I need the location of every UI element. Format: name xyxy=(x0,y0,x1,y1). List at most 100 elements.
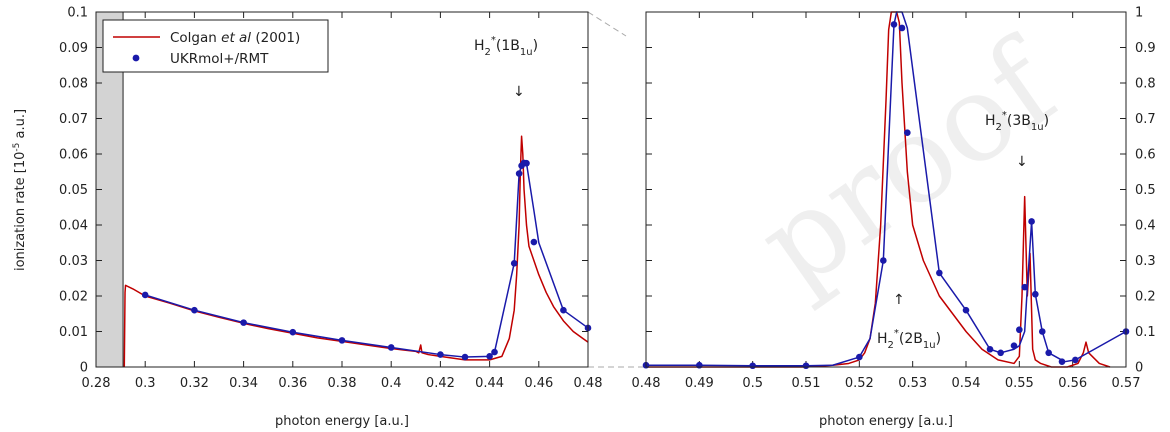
y-tick-label-right-0: 0 xyxy=(1135,361,1143,376)
y-tick-label-left-1: 0.01 xyxy=(59,325,88,340)
series-marker-right-1-1 xyxy=(696,361,703,369)
x-axis-label-left: photon energy [a.u.] xyxy=(275,414,409,429)
annotation-1b1u: H2*(1B1u) xyxy=(474,35,538,58)
y-tick-label-left-10: 0.1 xyxy=(67,6,88,21)
x-tick-label-left-0: 0.28 xyxy=(82,376,111,391)
y-tick-label-right-8: 0.8 xyxy=(1135,77,1156,92)
y-tick-label-left-9: 0.09 xyxy=(59,41,88,56)
series-marker-left-1-6 xyxy=(437,351,444,358)
series-marker-right-1-10 xyxy=(962,306,970,314)
x-tick-label-left-9: 0.46 xyxy=(524,376,553,391)
x-tick-label-left-6: 0.4 xyxy=(381,376,402,391)
zoom-line-top xyxy=(587,11,627,37)
annotation-2b1u: H2*(2B1u) xyxy=(877,328,941,351)
legend-marker-blue xyxy=(132,54,140,62)
left-series xyxy=(123,135,592,368)
series-marker-left-1-3 xyxy=(289,328,297,336)
right-ticks: 0.48 0.49 0.5 0.51 0.52 0.53 0.54 0.55 0.56 0.570… xyxy=(632,6,1156,392)
y-tick-label-right-1: 0.1 xyxy=(1135,325,1156,340)
x-tick-label-left-10: 0.48 xyxy=(574,376,603,391)
x-tick-label-right-9: 0.57 xyxy=(1112,376,1141,391)
x-tick-label-right-4: 0.52 xyxy=(845,376,874,391)
series-marker-right-1-12 xyxy=(997,349,1004,357)
right-series xyxy=(642,11,1130,370)
annotation-arrow-3b1u: ↓ xyxy=(1016,154,1028,170)
x-tick-label-right-3: 0.51 xyxy=(792,376,821,391)
series-marker-right-1-7 xyxy=(898,24,906,32)
left-frame xyxy=(95,11,589,368)
y-tick-label-right-10: 1 xyxy=(1135,6,1143,21)
series-marker-right-1-15 xyxy=(1021,283,1028,291)
legend-label-colgan: Colgan et al (2001) xyxy=(170,30,300,46)
y-tick-label-left-0: 0 xyxy=(80,361,88,376)
series-marker-left-1-4 xyxy=(338,337,346,344)
y-tick-label-right-4: 0.4 xyxy=(1135,219,1156,234)
series-marker-left-1-14 xyxy=(523,159,530,167)
series-marker-left-1-10 xyxy=(510,260,518,267)
legend-box xyxy=(102,19,329,73)
series-line-right-1 xyxy=(646,11,1127,367)
x-tick-label-left-2: 0.32 xyxy=(180,376,209,391)
y-tick-label-right-2: 0.2 xyxy=(1135,290,1156,305)
series-line-left-1 xyxy=(144,162,589,358)
x-tick-label-left-4: 0.36 xyxy=(278,376,307,391)
annotation-arrow-2b1u: ↑ xyxy=(893,292,905,308)
right-frame xyxy=(645,11,1127,368)
series-marker-right-1-3 xyxy=(802,362,810,370)
series-marker-left-1-15 xyxy=(530,238,538,246)
x-tick-label-left-5: 0.38 xyxy=(328,376,357,391)
series-marker-right-1-16 xyxy=(1028,218,1035,225)
y-axis-label: ionization rate [10-5 a.u.] xyxy=(12,109,28,271)
series-marker-right-1-13 xyxy=(1010,342,1018,350)
series-marker-left-1-0 xyxy=(141,291,149,299)
series-marker-left-1-5 xyxy=(387,344,395,351)
series-marker-right-1-6 xyxy=(890,21,898,28)
x-tick-label-left-7: 0.42 xyxy=(426,376,455,391)
series-marker-left-1-7 xyxy=(461,353,469,361)
y-tick-label-left-2: 0.02 xyxy=(59,290,88,305)
x-axis-label-right: photon energy [a.u.] xyxy=(819,414,953,429)
y-tick-label-right-6: 0.6 xyxy=(1135,148,1156,163)
y-tick-label-right-7: 0.7 xyxy=(1135,112,1156,127)
x-tick-label-left-8: 0.44 xyxy=(475,376,504,391)
x-tick-label-right-6: 0.54 xyxy=(952,376,981,391)
series-marker-right-1-21 xyxy=(1072,356,1079,364)
x-tick-label-right-0: 0.48 xyxy=(632,376,661,391)
series-marker-left-1-1 xyxy=(191,306,198,314)
x-tick-label-right-7: 0.55 xyxy=(1005,376,1034,391)
y-tick-label-left-5: 0.05 xyxy=(59,183,88,198)
series-marker-left-1-11 xyxy=(515,170,523,177)
y-tick-label-right-5: 0.5 xyxy=(1135,183,1156,198)
x-tick-label-right-8: 0.56 xyxy=(1058,376,1087,391)
series-marker-right-1-2 xyxy=(749,362,756,370)
series-marker-right-1-19 xyxy=(1045,349,1052,357)
y-tick-label-right-3: 0.3 xyxy=(1135,254,1156,269)
x-tick-label-right-2: 0.5 xyxy=(742,376,763,391)
right-panel: 0.48 0.49 0.5 0.51 0.52 0.53 0.54 0.55 0.56 0.570… xyxy=(632,6,1156,392)
x-tick-label-right-1: 0.49 xyxy=(685,376,714,391)
series-marker-left-1-8 xyxy=(486,353,493,360)
x-tick-label-right-5: 0.53 xyxy=(898,376,927,391)
series-marker-left-1-2 xyxy=(240,319,247,326)
y-tick-label-left-7: 0.07 xyxy=(59,112,88,127)
series-marker-right-1-4 xyxy=(856,353,863,361)
legend-label-ukrmol: UKRmol+/RMT xyxy=(170,51,269,67)
series-marker-left-1-9 xyxy=(491,348,498,356)
series-marker-right-1-17 xyxy=(1032,290,1039,298)
y-tick-label-left-8: 0.08 xyxy=(59,77,88,92)
legend: Colgan et al (2001) UKRmol+/RMT xyxy=(102,19,329,73)
y-tick-label-left-6: 0.06 xyxy=(59,148,88,163)
watermark-text: proof xyxy=(735,13,1086,317)
y-tick-label-left-3: 0.03 xyxy=(59,254,88,269)
series-marker-right-1-14 xyxy=(1016,326,1023,334)
series-marker-right-1-18 xyxy=(1038,328,1046,335)
x-tick-label-left-3: 0.34 xyxy=(229,376,258,391)
series-marker-right-1-9 xyxy=(936,269,943,277)
left-ticks: 0.28 0.3 0.32 0.34 0.36 0.38 0.4 0.42 0.44 0.46 0.… xyxy=(59,6,602,392)
annotation-arrow-1b1u: ↓ xyxy=(513,84,525,100)
annotation-3b1u: H2*(3B1u) xyxy=(985,110,1049,133)
x-tick-label-left-1: 0.3 xyxy=(135,376,156,391)
series-marker-right-1-8 xyxy=(904,129,911,136)
series-marker-right-1-11 xyxy=(986,345,994,353)
series-marker-right-1-5 xyxy=(880,257,887,264)
